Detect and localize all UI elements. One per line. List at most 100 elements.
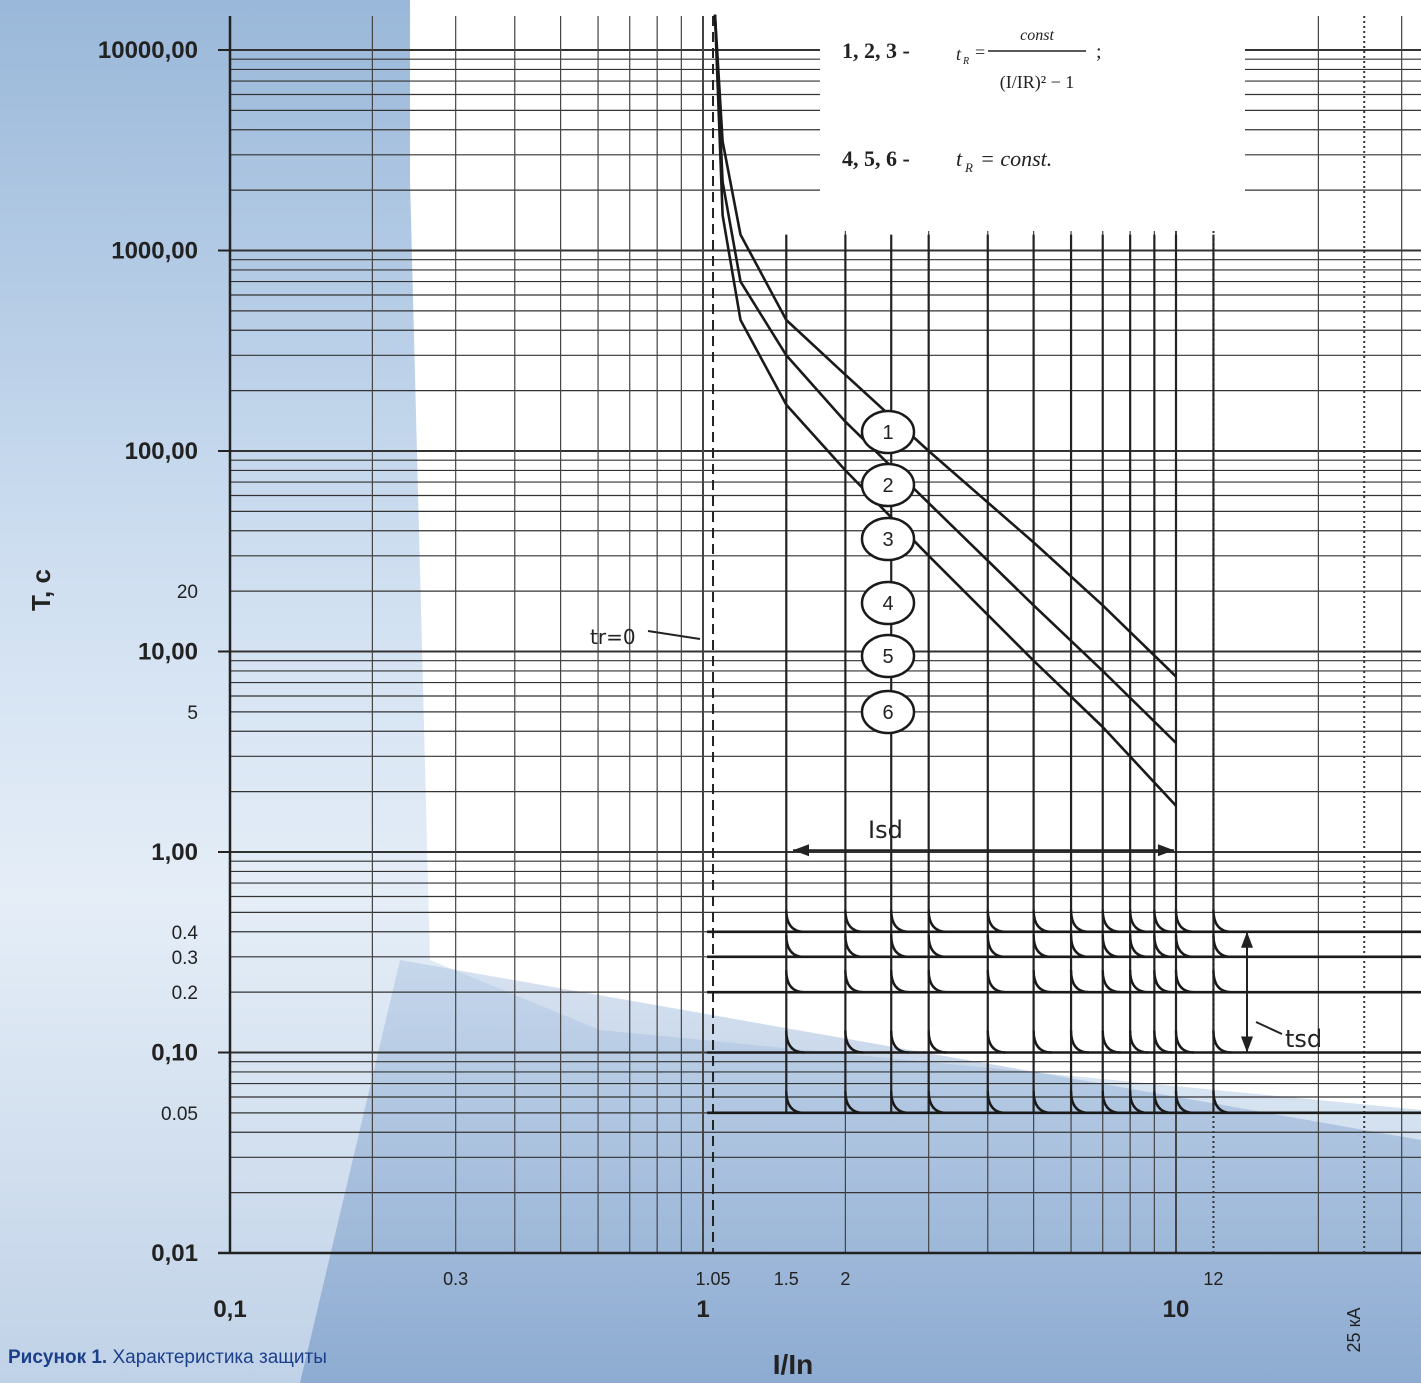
- curve-3: [713, 14, 1177, 807]
- tsd-knee: [1032, 970, 1052, 994]
- tsd-knee: [890, 1090, 910, 1115]
- x-tick-label-minor: 0.3: [443, 1269, 468, 1289]
- tsd-knee: [1069, 970, 1090, 994]
- tsd-knee: [1174, 909, 1195, 933]
- tsd-knee: [1212, 909, 1232, 933]
- tsd-knee: [1032, 909, 1052, 933]
- tsd-knee: [1174, 934, 1195, 959]
- tsd-arrow-head-bottom: [1241, 1036, 1253, 1053]
- curve-marker-3: [860, 516, 916, 562]
- y-tick-label-major: 0,01: [151, 1240, 198, 1267]
- x-tick-label-major: 10: [1163, 1296, 1190, 1323]
- y-tick-label-minor: 0.3: [172, 948, 198, 969]
- tsd-knee: [890, 909, 910, 933]
- tsd-knee: [844, 970, 864, 994]
- y-tick-label-minor: 0.4: [172, 923, 199, 944]
- tsd-knee: [1212, 1090, 1232, 1115]
- formula-2-lhs: t: [956, 146, 963, 171]
- isd-arrow-head-right: [1157, 844, 1174, 857]
- x-tick-label-minor: 1.05: [695, 1269, 730, 1289]
- tsd-knee: [1101, 1030, 1121, 1054]
- tsd-knee: [927, 1090, 947, 1115]
- tsd-arrow-head-top: [1241, 931, 1253, 948]
- formula-1-lhs-sub: R: [962, 56, 969, 67]
- x-tick-label-major: 1: [696, 1296, 709, 1323]
- curve-marker-label-4: 4: [882, 593, 893, 615]
- formula-1-suffix: ;: [1096, 41, 1102, 63]
- curve-1: [713, 14, 1177, 678]
- x-tick-label-minor: 12: [1203, 1269, 1223, 1289]
- tsd-knee: [927, 970, 947, 994]
- tsd-knee: [1153, 909, 1173, 933]
- y-tick-label-major: 0,10: [151, 1040, 198, 1067]
- tsd-knee: [844, 1030, 864, 1054]
- curve-marker-label-6: 6: [882, 702, 893, 724]
- curve-marker-4: [860, 580, 916, 626]
- annotation-marks: [647, 16, 1283, 1053]
- x-axis-title: I/In: [773, 1349, 813, 1380]
- tsd-knee: [1069, 934, 1090, 959]
- curve-marker-label-3: 3: [882, 529, 893, 551]
- tsd-knee: [1032, 1030, 1052, 1054]
- tsd-knee: [1101, 970, 1121, 994]
- tsd-knee: [986, 1030, 1006, 1054]
- tsd-knee: [890, 934, 910, 959]
- grid-lines: [218, 16, 1421, 1255]
- formula-2-lhs-sub: R: [964, 160, 973, 175]
- tsd-knee: [890, 1030, 910, 1054]
- tsd-knee: [785, 909, 805, 933]
- tsd-label: tsd: [1285, 1025, 1322, 1053]
- tsd-knee: [1174, 1090, 1195, 1115]
- tsd-knee: [1032, 1090, 1052, 1115]
- tsd-knee: [986, 909, 1006, 933]
- y-tick-label-minor: 0.2: [172, 983, 198, 1004]
- tsd-knee: [785, 970, 805, 994]
- caption-number: Рисунок 1.: [8, 1347, 108, 1368]
- tsd-knee: [1128, 970, 1149, 994]
- tsd-knee: [1128, 1030, 1149, 1054]
- tr0-leader: [647, 630, 701, 640]
- tsd-knee: [785, 934, 805, 959]
- isd-label: Isd: [868, 816, 903, 844]
- curve-marker-5: [860, 633, 916, 679]
- tsd-knee: [927, 934, 947, 959]
- formula-2-rhs: = const.: [980, 146, 1052, 171]
- tsd-knee: [986, 1090, 1006, 1115]
- formula-1-denominator: (I/IR)² − 1: [1000, 72, 1075, 93]
- tsd-knee: [1101, 909, 1121, 933]
- tsd-knee: [844, 909, 864, 933]
- formula-1-lhs: t: [956, 44, 962, 64]
- tsd-knee: [1153, 1030, 1173, 1054]
- tsd-knee: [1128, 1090, 1149, 1115]
- tsd-knee: [1069, 1030, 1090, 1054]
- curves: [707, 14, 1421, 1115]
- tsd-knee: [1128, 934, 1149, 959]
- tsd-knee: [890, 970, 910, 994]
- isd-arrow-head-left: [793, 844, 810, 857]
- tsd-knee: [986, 934, 1006, 959]
- y-tick-label-minor: 20: [177, 582, 198, 603]
- tsd-knee: [1212, 1030, 1232, 1054]
- tsd-knee: [785, 1090, 805, 1115]
- tsd-knee: [1032, 934, 1052, 959]
- tsd-knee: [844, 934, 864, 959]
- tsd-leader: [1255, 1021, 1283, 1035]
- ka-label: 25 кА: [1344, 1308, 1364, 1353]
- curve-marker-label-2: 2: [882, 475, 893, 497]
- caption-text: Характеристика защиты: [107, 1347, 327, 1368]
- y-tick-label-major: 1,00: [151, 839, 198, 866]
- tr0-label: tr=0: [590, 625, 636, 649]
- tsd-knee: [1101, 934, 1121, 959]
- y-axis-title: T, c: [26, 569, 56, 611]
- formula-1-numerator: const: [1020, 27, 1054, 44]
- y-tick-label-major: 10000,00: [98, 37, 198, 64]
- formula-box: [820, 16, 1245, 231]
- x-tick-label-minor: 1.5: [774, 1269, 799, 1289]
- tsd-knee: [986, 970, 1006, 994]
- curve-2: [713, 14, 1177, 744]
- y-tick-label-minor: 5: [187, 703, 198, 724]
- formula-1-prefix: 1, 2, 3 -: [842, 38, 910, 63]
- formula-1-eq: =: [975, 42, 985, 62]
